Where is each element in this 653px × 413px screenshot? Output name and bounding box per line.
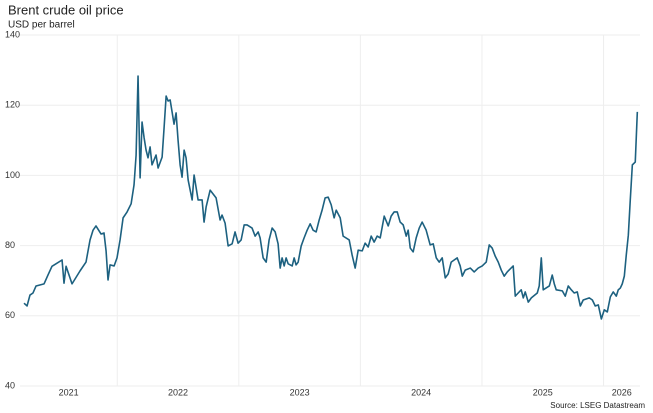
x-tick-label: 2022 xyxy=(168,387,188,397)
chart-title: Brent crude oil price xyxy=(8,2,124,17)
source-note: Source: LSEG Datastream xyxy=(550,401,645,410)
price-line xyxy=(23,75,639,320)
x-tick-label: 2023 xyxy=(290,387,310,397)
x-tick-label: 2026 xyxy=(612,387,632,397)
x-tick-label: 2025 xyxy=(533,387,553,397)
x-tick-label: 2021 xyxy=(59,387,79,397)
chart-subtitle: USD per barrel xyxy=(8,20,75,31)
x-tick-label: 2024 xyxy=(411,387,431,397)
y-tick-label: 40 xyxy=(5,380,15,390)
y-tick-label: 120 xyxy=(5,100,20,110)
y-tick-label: 60 xyxy=(5,310,15,320)
y-tick-label: 100 xyxy=(5,170,20,180)
y-tick-label: 80 xyxy=(5,240,15,250)
y-tick-label: 140 xyxy=(5,29,20,39)
